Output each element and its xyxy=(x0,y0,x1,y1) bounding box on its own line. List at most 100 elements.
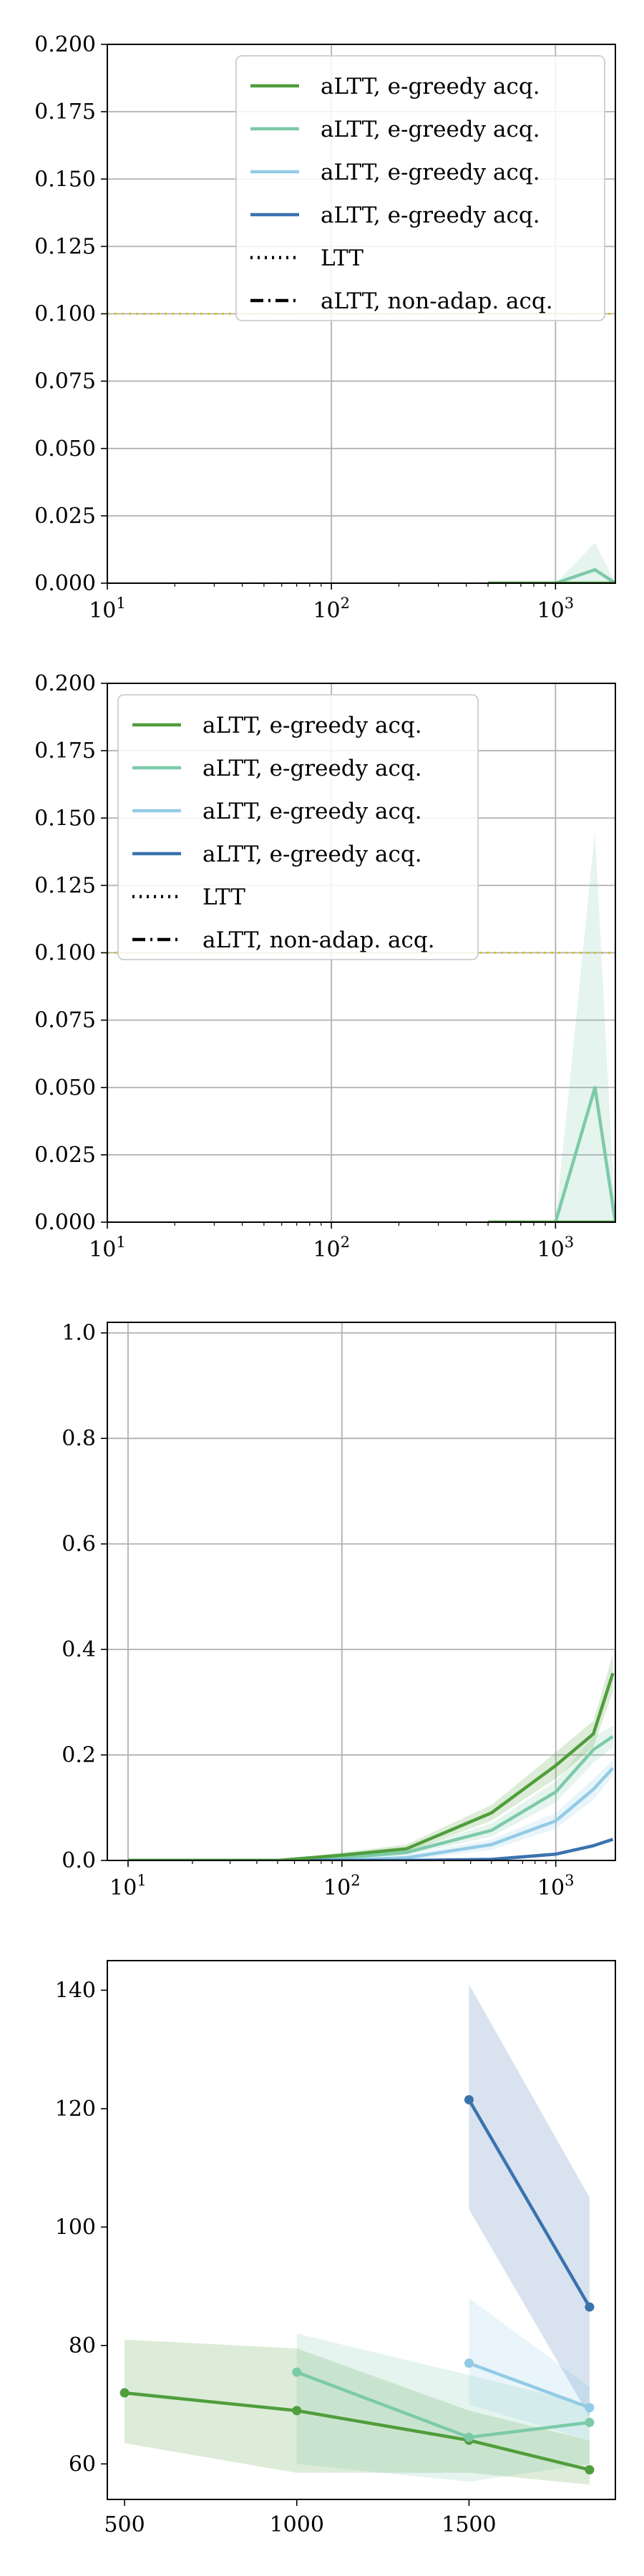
legend-label: aLTT, e-greedy acq. xyxy=(321,117,540,142)
confidence-band xyxy=(125,2339,590,2485)
y-tick-label: 0.175 xyxy=(34,99,96,125)
legend-label: LTT xyxy=(321,245,364,271)
axes-frame xyxy=(107,44,616,584)
confidence-band xyxy=(488,542,615,583)
y-tick-label: 0.200 xyxy=(34,671,96,696)
y-tick-label: 0.4 xyxy=(62,1637,96,1662)
data-point xyxy=(292,2406,302,2416)
series-line xyxy=(468,2361,590,2409)
x-tick-label: 102 xyxy=(313,1234,350,1262)
y-tick-label: 0.075 xyxy=(34,369,96,394)
data-point xyxy=(585,2465,595,2475)
series-line xyxy=(128,1767,615,1860)
series-line xyxy=(124,2391,590,2472)
y-tick-label: 140 xyxy=(55,1978,96,2003)
legend-box xyxy=(235,55,605,321)
confidence-band xyxy=(128,1654,613,1860)
confidence-band xyxy=(469,2298,590,2441)
data-point xyxy=(464,2358,474,2368)
y-tick-label: 80 xyxy=(69,2333,96,2358)
x-tick-label: 101 xyxy=(89,1234,126,1262)
chart-panel-1: 0.000 0.025 0.050 0.075 0.100 0.125 0.150 0.175… xyxy=(34,32,616,623)
x-tick-exponent: 3 xyxy=(565,595,574,612)
x-tick-exponent: 1 xyxy=(116,595,125,612)
data-layer xyxy=(119,1984,595,2485)
x-tick-label: 103 xyxy=(537,595,575,623)
y-tick-label: 0.150 xyxy=(34,167,96,192)
legend-label: aLTT, e-greedy acq. xyxy=(203,799,422,824)
y-tick-label: 0.125 xyxy=(34,873,96,898)
data-point xyxy=(585,2417,595,2427)
series-line xyxy=(488,1085,615,1222)
data-point xyxy=(464,2094,474,2104)
x-tick-exponent: 2 xyxy=(341,595,350,612)
y-tick-label: 1.0 xyxy=(62,1321,96,1346)
y-tick-label: 0.150 xyxy=(34,806,96,831)
x-tick-label: 103 xyxy=(537,1234,575,1262)
y-tick-label: 120 xyxy=(55,2097,96,2122)
y-tick-label: 0.025 xyxy=(34,504,96,529)
legend-label: aLTT, e-greedy acq. xyxy=(203,841,422,867)
chart-panel-2: 0.000 0.025 0.050 0.075 0.100 0.125 0.150 0.175… xyxy=(34,671,616,1262)
y-tick-label: 0.075 xyxy=(34,1008,96,1033)
chart-panel-4: 60 80 100 120 140 500 1000 1500 xyxy=(55,1960,616,2537)
y-tick-label: 0.175 xyxy=(34,738,96,763)
y-tick-label: 0.025 xyxy=(34,1143,96,1168)
data-layer xyxy=(128,1654,615,1860)
data-point xyxy=(585,2403,595,2413)
legend: aLTT, e-greedy acq. aLTT, e-greedy acq. aL… xyxy=(235,55,605,321)
series-line xyxy=(467,2099,591,2308)
series-line xyxy=(488,567,615,583)
data-layer xyxy=(107,831,615,1222)
y-tick-label: 0.000 xyxy=(34,571,96,596)
series-line xyxy=(128,1735,614,1860)
series-line xyxy=(128,1838,614,1860)
legend-label: aLTT, e-greedy acq. xyxy=(203,756,422,781)
legend-label: aLTT, e-greedy acq. xyxy=(203,713,422,738)
y-tick-label: 0.125 xyxy=(34,234,96,259)
axes-frame xyxy=(107,683,616,1223)
x-tick-exponent: 2 xyxy=(351,1872,360,1889)
x-tick-label: 102 xyxy=(313,595,350,623)
legend-label: aLTT, e-greedy acq. xyxy=(321,74,540,99)
x-tick-label: 101 xyxy=(89,595,126,623)
y-tick-label: 0.050 xyxy=(34,1075,96,1101)
x-tick-exponent: 1 xyxy=(137,1872,146,1889)
legend-label: aLTT, non-adap. acq. xyxy=(203,927,435,953)
confidence-band xyxy=(488,831,615,1222)
y-tick-label: 0.0 xyxy=(62,1848,96,1873)
y-tick-label: 0.100 xyxy=(34,302,96,327)
y-tick-label: 0.200 xyxy=(34,32,96,57)
legend-label: aLTT, e-greedy acq. xyxy=(321,160,540,185)
y-tick-label: 0.8 xyxy=(62,1426,96,1451)
confidence-band xyxy=(296,2333,590,2482)
y-tick-label: 0.050 xyxy=(34,436,96,462)
confidence-band xyxy=(128,1726,613,1860)
y-tick-label: 60 xyxy=(69,2451,96,2477)
data-point xyxy=(292,2367,302,2377)
legend: aLTT, e-greedy acq. aLTT, e-greedy acq. aL… xyxy=(117,694,479,960)
x-tick-exponent: 1 xyxy=(116,1234,125,1251)
legend-label: LTT xyxy=(203,884,245,910)
x-tick-label: 1500 xyxy=(441,2512,496,2537)
axes-frame xyxy=(107,1960,616,2500)
y-tick-label: 0.6 xyxy=(62,1532,96,1557)
data-point xyxy=(585,2302,595,2312)
x-tick-label: 500 xyxy=(104,2512,145,2537)
x-tick-exponent: 2 xyxy=(341,1234,350,1251)
y-tick-label: 0.2 xyxy=(62,1743,96,1768)
y-tick-label: 0.100 xyxy=(34,941,96,966)
x-tick-label: 1000 xyxy=(270,2512,324,2537)
x-tick-label: 102 xyxy=(323,1872,361,1901)
chart-panel-3: 0.0 0.2 0.4 0.6 0.8 1.0 101 102 103 xyxy=(62,1321,616,1901)
axes-frame xyxy=(107,1322,616,1861)
y-tick-label: 0.000 xyxy=(34,1210,96,1235)
x-tick-exponent: 3 xyxy=(565,1872,574,1889)
data-point xyxy=(119,2388,130,2398)
data-point xyxy=(464,2432,474,2442)
x-tick-label: 103 xyxy=(537,1872,575,1901)
legend-box xyxy=(117,694,479,960)
legend-label: aLTT, non-adap. acq. xyxy=(321,288,553,314)
legend-label: aLTT, e-greedy acq. xyxy=(321,203,540,228)
